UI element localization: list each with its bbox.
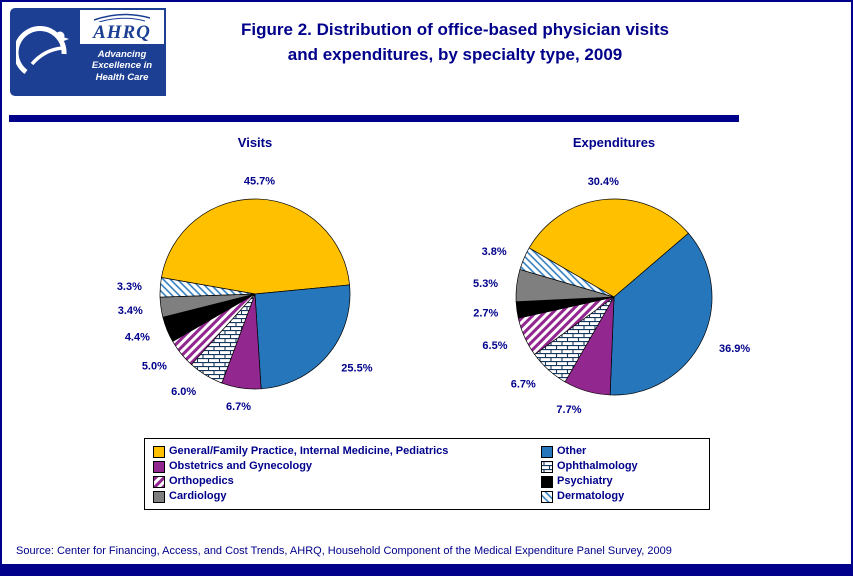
source-note: Source: Center for Financing, Access, an…	[16, 545, 672, 557]
ahrq-wordmark: AHRQ	[93, 22, 151, 43]
legend-label: Obstetrics and Gynecology	[169, 460, 313, 472]
figure-title-line-2: and expenditures, by specialty type, 200…	[287, 44, 623, 64]
legend-swatch-purple	[153, 460, 165, 473]
pie-slice-label: 6.7%	[511, 379, 536, 391]
pie-slice-label: 30.4%	[588, 176, 619, 188]
legend-label: Dermatology	[557, 490, 625, 502]
footer-bar	[2, 564, 851, 574]
pie-slice-label: 6.5%	[482, 340, 507, 352]
logo-block: AHRQ Advancing Excellence in Health Care	[10, 8, 166, 96]
legend-item-orthopedics: Orthopedics	[153, 475, 541, 488]
legend-item-obstetrics-and-gynecology: Obstetrics and Gynecology	[153, 460, 541, 473]
legend-swatch-black	[541, 475, 553, 488]
visits-chart-title: Visits	[237, 135, 273, 150]
legend-label: Ophthalmology	[557, 460, 638, 472]
pie-slice-general-family-practice-internal-medicine-pediatrics	[528, 198, 689, 298]
ahrq-tagline-line: Excellence in	[91, 60, 153, 72]
legend-swatch-stripe_blue	[541, 490, 553, 503]
ahrq-tagline-line: Health Care	[95, 71, 149, 83]
legend-item-psychiatry: Psychiatry	[541, 475, 701, 488]
ahrq-logo: AHRQ Advancing Excellence in Health Care	[78, 8, 166, 96]
hhs-logo	[10, 8, 78, 96]
pie-slice-label: 6.7%	[226, 401, 251, 413]
hhs-eagle-icon	[16, 26, 69, 75]
pie-slice-label: 3.3%	[117, 281, 142, 293]
ahrq-wordmark-area: AHRQ	[80, 10, 164, 44]
ahrq-swoosh-icon	[93, 13, 151, 22]
pie-slice-general-family-practice-internal-medicine-pediatrics	[161, 198, 350, 295]
pie-slice-label: 7.7%	[556, 404, 581, 416]
legend-label: Orthopedics	[169, 475, 234, 487]
pie-slice-label: 4.4%	[125, 332, 150, 344]
expenditures-pie-chart: 30.4% 36.9% 7.7% 6.7% 6.5% 2.7% 5.3% 3.8%	[473, 176, 750, 416]
legend-swatch-stripe_purple	[153, 475, 165, 488]
legend-item-ophthalmology: Ophthalmology	[541, 460, 701, 473]
header-rule	[9, 115, 739, 122]
legend-label: Psychiatry	[557, 475, 613, 487]
legend-item-dermatology: Dermatology	[541, 490, 701, 503]
pie-slice-label: 3.4%	[118, 305, 143, 317]
figure-title-line-1: Figure 2. Distribution of office-based p…	[241, 20, 669, 39]
legend-swatch-brick	[541, 460, 553, 473]
legend-swatch-blue	[541, 445, 553, 458]
legend-label: General/Family Practice, Internal Medici…	[169, 445, 449, 457]
pie-slice-other	[254, 284, 351, 390]
legend-item-cardiology: Cardiology	[153, 490, 541, 503]
legend-swatch-gold	[153, 445, 165, 458]
legend-label: Cardiology	[169, 490, 227, 502]
legend-item-other: Other	[541, 445, 701, 458]
legend: General/Family Practice, Internal Medici…	[144, 438, 710, 510]
figure-title: Figure 2. Distribution of office-based p…	[172, 18, 738, 67]
ahrq-tagline-line: Advancing	[97, 49, 147, 60]
ahrq-tagline: Advancing Excellence in Health Care	[80, 44, 164, 94]
pie-slice-label: 36.9%	[719, 343, 750, 355]
pie-slice-label: 25.5%	[341, 363, 372, 375]
pie-slice-other	[609, 232, 713, 396]
legend-item-general-family-practice-internal-medicine-pediatrics: General/Family Practice, Internal Medici…	[153, 445, 541, 458]
expenditures-chart-title: Expenditures	[572, 135, 656, 150]
pie-slice-label: 3.8%	[482, 246, 507, 258]
pie-slice-label: 6.0%	[171, 386, 196, 398]
pie-slice-label: 2.7%	[473, 308, 498, 320]
visits-pie-chart: 45.7% 25.5% 6.7% 6.0% 5.0% 4.4% 3.4% 3.3%	[117, 176, 373, 413]
legend-label: Other	[557, 445, 587, 457]
pie-slice-label: 5.3%	[473, 278, 498, 290]
pie-slice-dermatology	[159, 277, 256, 298]
legend-swatch-gray	[153, 490, 165, 503]
pie-slice-label: 5.0%	[142, 360, 167, 372]
pie-slice-dermatology	[519, 247, 615, 298]
pie-slice-label: 45.7%	[244, 176, 275, 188]
